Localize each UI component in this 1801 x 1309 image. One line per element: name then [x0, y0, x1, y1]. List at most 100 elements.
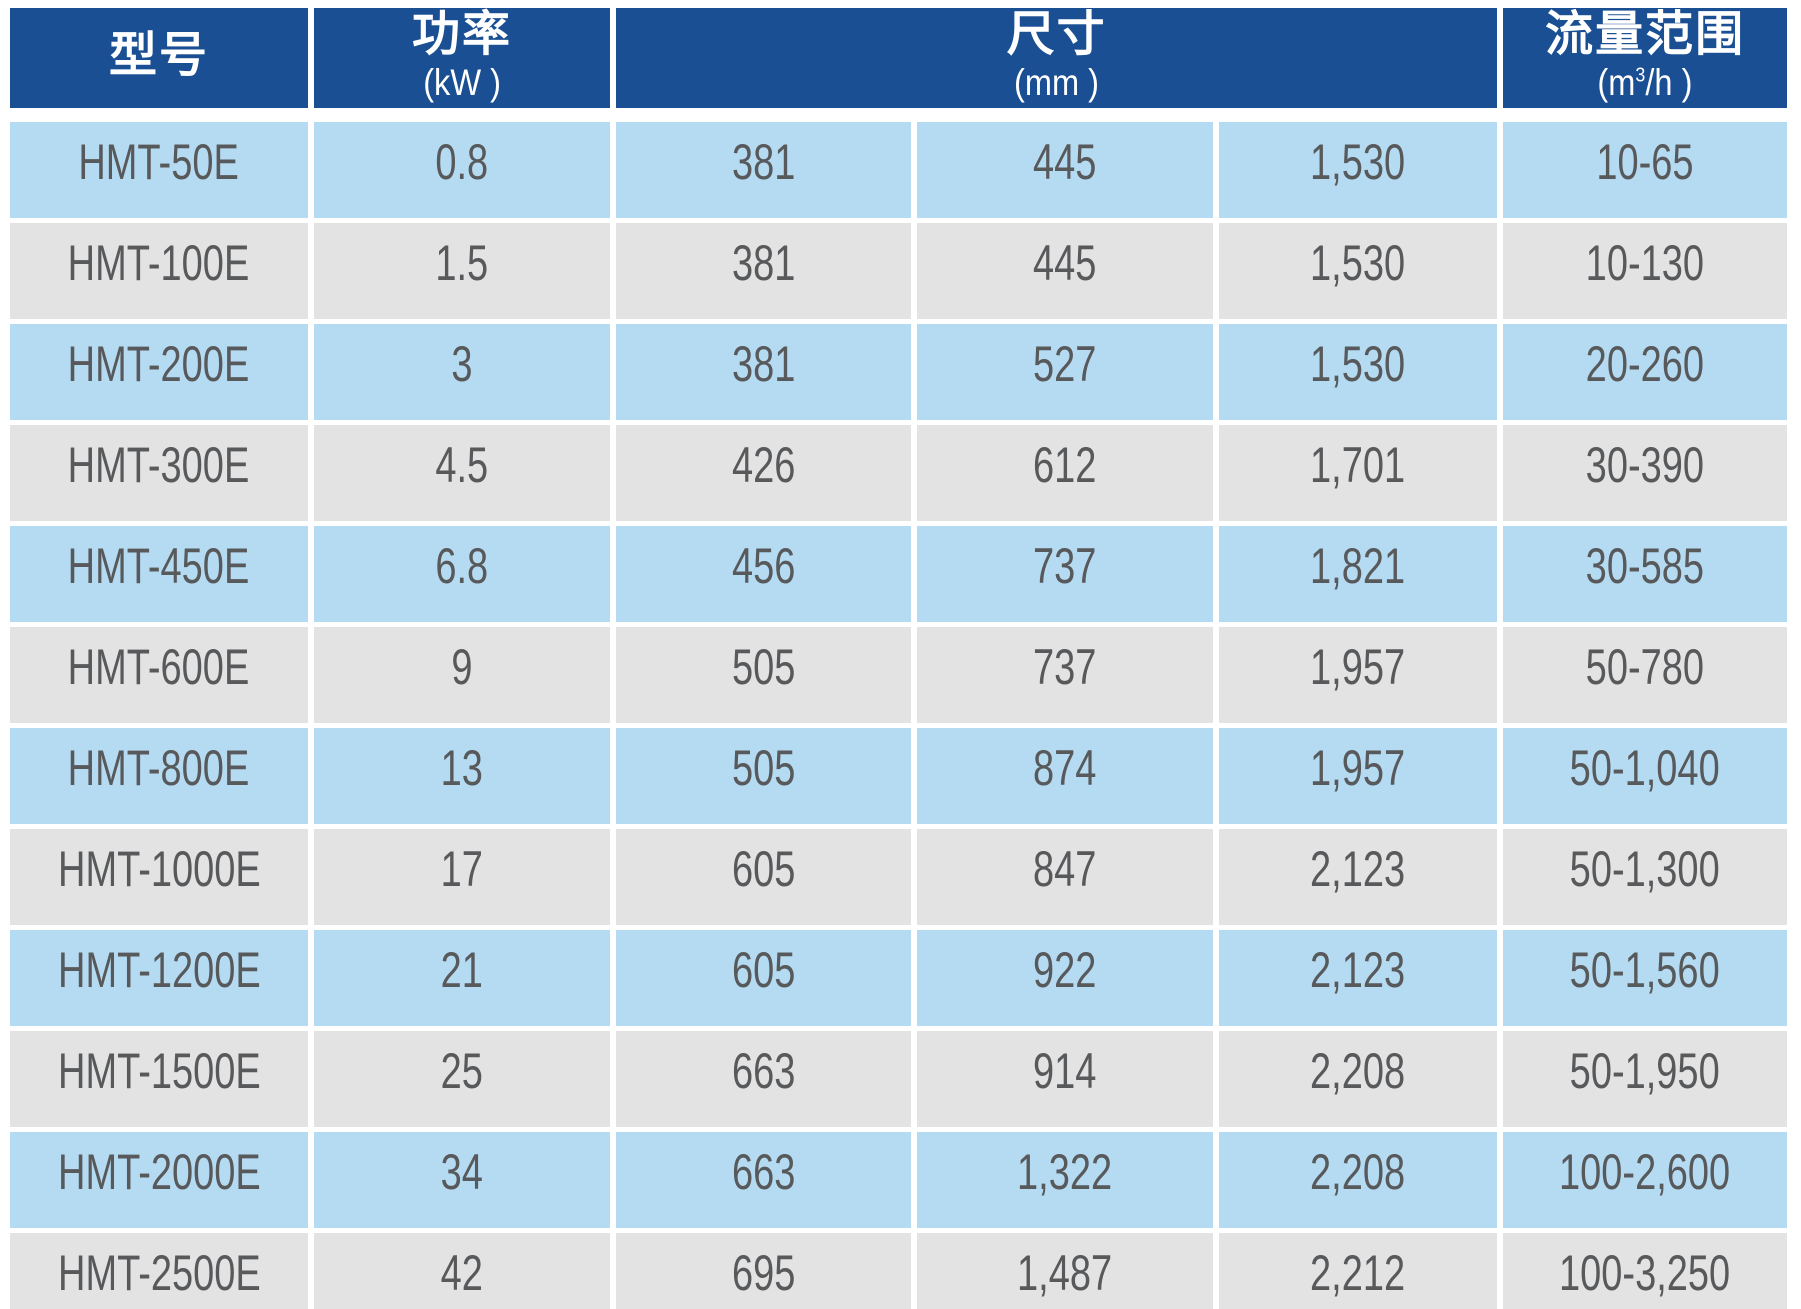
cell-dimension-2: 612 — [916, 425, 1213, 522]
header-flow-range-unit: (m3/h ) — [1597, 61, 1693, 103]
cell-dimension-1: 663 — [616, 1132, 911, 1229]
cell-dimension-2: 1,487 — [916, 1233, 1213, 1309]
cell-dimension-1: 456 — [616, 526, 911, 623]
cell-dimension-3: 2,123 — [1218, 930, 1498, 1027]
table-row: HMT-800E 13 505 874 1,957 50-1,040 — [10, 728, 1787, 825]
cell-power-kw: 0.8 — [313, 122, 611, 219]
cell-dimension-3: 1,701 — [1218, 425, 1498, 522]
cell-power-kw: 34 — [313, 1132, 611, 1229]
header-flow-range-label: 流量范围 — [1545, 8, 1746, 61]
cell-dimension-1: 381 — [616, 122, 911, 219]
cell-model: HMT-1500E — [10, 1031, 308, 1128]
cell-dimension-1: 605 — [616, 829, 911, 926]
cell-flow-range: 50-780 — [1503, 627, 1787, 724]
cell-dimension-3: 2,212 — [1218, 1233, 1498, 1309]
cell-model: HMT-1000E — [10, 829, 308, 926]
cell-dimension-2: 914 — [916, 1031, 1213, 1128]
cell-flow-range: 30-585 — [1503, 526, 1787, 623]
cell-flow-range: 20-260 — [1503, 324, 1787, 421]
header-power-label: 功率 — [412, 8, 513, 61]
cell-flow-range: 10-65 — [1503, 122, 1787, 219]
cell-dimension-3: 1,957 — [1218, 627, 1498, 724]
cell-dimension-1: 426 — [616, 425, 911, 522]
cell-dimension-2: 737 — [916, 627, 1213, 724]
cell-dimension-3: 2,208 — [1218, 1132, 1498, 1229]
cell-model: HMT-100E — [10, 223, 308, 320]
cell-dimension-2: 527 — [916, 324, 1213, 421]
cell-power-kw: 42 — [313, 1233, 611, 1309]
header-model-label: 型号 — [108, 29, 209, 83]
header-row: 型号 功率 (kW ) 尺寸 (mm ) 流量范围 (m3/h ) — [10, 8, 1787, 118]
table-row: HMT-600E 9 505 737 1,957 50-780 — [10, 627, 1787, 724]
header-power-unit: (kW ) — [423, 61, 501, 103]
table-row: HMT-300E 4.5 426 612 1,701 30-390 — [10, 425, 1787, 522]
header-dimensions-unit: (mm ) — [1014, 61, 1100, 103]
cell-dimension-2: 1,322 — [916, 1132, 1213, 1229]
cell-dimension-3: 2,123 — [1218, 829, 1498, 926]
cell-dimension-3: 1,530 — [1218, 122, 1498, 219]
cell-dimension-1: 663 — [616, 1031, 911, 1128]
cell-power-kw: 9 — [313, 627, 611, 724]
header-dimensions: 尺寸 (mm ) — [616, 8, 1498, 118]
cell-dimension-1: 605 — [616, 930, 911, 1027]
cell-dimension-3: 1,957 — [1218, 728, 1498, 825]
cell-model: HMT-50E — [10, 122, 308, 219]
header-model: 型号 — [10, 8, 308, 118]
cell-dimension-1: 381 — [616, 324, 911, 421]
cell-power-kw: 13 — [313, 728, 611, 825]
cell-dimension-2: 874 — [916, 728, 1213, 825]
header-flow-range: 流量范围 (m3/h ) — [1503, 8, 1787, 118]
cell-flow-range: 50-1,950 — [1503, 1031, 1787, 1128]
table-row: HMT-1200E 21 605 922 2,123 50-1,560 — [10, 930, 1787, 1027]
table-row: HMT-50E 0.8 381 445 1,530 10-65 — [10, 122, 1787, 219]
header-dimensions-label: 尺寸 — [1006, 8, 1107, 61]
cell-flow-range: 100-3,250 — [1503, 1233, 1787, 1309]
cell-model: HMT-600E — [10, 627, 308, 724]
cell-power-kw: 21 — [313, 930, 611, 1027]
table-row: HMT-450E 6.8 456 737 1,821 30-585 — [10, 526, 1787, 623]
cell-model: HMT-2500E — [10, 1233, 308, 1309]
table-row: HMT-200E 3 381 527 1,530 20-260 — [10, 324, 1787, 421]
table-row: HMT-1500E 25 663 914 2,208 50-1,950 — [10, 1031, 1787, 1128]
cell-dimension-3: 1,530 — [1218, 324, 1498, 421]
cell-power-kw: 17 — [313, 829, 611, 926]
table-row: HMT-1000E 17 605 847 2,123 50-1,300 — [10, 829, 1787, 926]
cell-flow-range: 50-1,300 — [1503, 829, 1787, 926]
cell-dimension-2: 922 — [916, 930, 1213, 1027]
cell-power-kw: 25 — [313, 1031, 611, 1128]
header-power: 功率 (kW ) — [313, 8, 611, 118]
cell-model: HMT-1200E — [10, 930, 308, 1027]
cell-model: HMT-800E — [10, 728, 308, 825]
cell-power-kw: 1.5 — [313, 223, 611, 320]
cell-dimension-3: 1,821 — [1218, 526, 1498, 623]
cell-dimension-3: 2,208 — [1218, 1031, 1498, 1128]
cell-dimension-2: 737 — [916, 526, 1213, 623]
cell-dimension-1: 695 — [616, 1233, 911, 1309]
cubed-superscript: 3 — [1635, 64, 1646, 87]
table-row: HMT-100E 1.5 381 445 1,530 10-130 — [10, 223, 1787, 320]
cell-flow-range: 30-390 — [1503, 425, 1787, 522]
cell-model: HMT-300E — [10, 425, 308, 522]
cell-model: HMT-200E — [10, 324, 308, 421]
table-row: HMT-2500E 42 695 1,487 2,212 100-3,250 — [10, 1233, 1787, 1309]
cell-dimension-2: 847 — [916, 829, 1213, 926]
cell-flow-range: 50-1,560 — [1503, 930, 1787, 1027]
cell-dimension-1: 505 — [616, 728, 911, 825]
cell-power-kw: 3 — [313, 324, 611, 421]
cell-power-kw: 4.5 — [313, 425, 611, 522]
cell-dimension-1: 505 — [616, 627, 911, 724]
table-body: HMT-50E 0.8 381 445 1,530 10-65 HMT-100E… — [10, 122, 1787, 1309]
pump-spec-table: 型号 功率 (kW ) 尺寸 (mm ) 流量范围 (m3/h ) HMT-50… — [4, 3, 1793, 1309]
cell-model: HMT-2000E — [10, 1132, 308, 1229]
cell-dimension-2: 445 — [916, 223, 1213, 320]
cell-dimension-1: 381 — [616, 223, 911, 320]
cell-model: HMT-450E — [10, 526, 308, 623]
cell-flow-range: 10-130 — [1503, 223, 1787, 320]
cell-power-kw: 6.8 — [313, 526, 611, 623]
table-row: HMT-2000E 34 663 1,322 2,208 100-2,600 — [10, 1132, 1787, 1229]
cell-dimension-3: 1,530 — [1218, 223, 1498, 320]
cell-flow-range: 100-2,600 — [1503, 1132, 1787, 1229]
cell-flow-range: 50-1,040 — [1503, 728, 1787, 825]
cell-dimension-2: 445 — [916, 122, 1213, 219]
